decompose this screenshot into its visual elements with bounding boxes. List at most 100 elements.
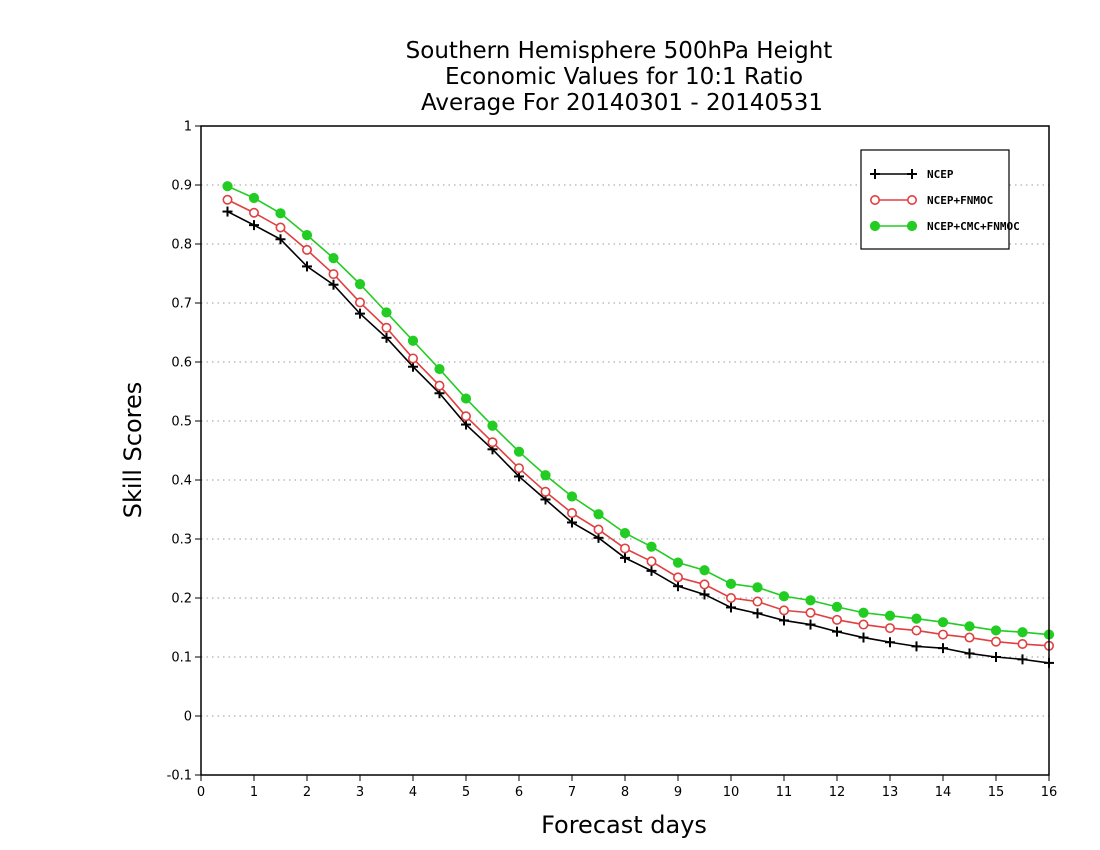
legend: NCEP NCEP+FNMOC NCEP+CMC+FNMOC [860,149,1020,250]
data-point [249,220,259,231]
data-point [460,411,471,422]
data-point [911,641,922,652]
data-point [779,615,789,626]
series-layer [222,181,1055,668]
data-point [275,208,286,219]
x-tick-label: 13 [882,785,899,800]
y-tick-label: 1 [184,120,192,135]
data-point [540,486,551,497]
data-point [566,491,578,502]
data-point [593,524,604,535]
x-tick-label: 16 [1041,785,1058,800]
y-tick-label: 0.5 [171,415,192,430]
data-point [1017,654,1028,665]
data-point [222,206,233,217]
data-point [249,207,260,218]
data-point [593,509,604,520]
legend-marker [870,169,880,179]
x-tick-label: 6 [515,785,523,800]
legend-marker [869,195,880,206]
data-point [990,636,1001,647]
data-point [805,607,816,618]
data-point [752,608,763,619]
x-tick-label: 5 [462,785,470,800]
data-point [991,652,1001,662]
data-point [646,541,657,552]
x-tick-label: 15 [988,785,1005,800]
data-point [619,528,631,539]
y-tick-label: 0.6 [171,356,192,371]
data-point [885,637,895,648]
data-point [752,582,763,593]
data-point [381,307,392,318]
data-point [460,393,472,404]
data-point [911,625,922,636]
data-point [990,625,1002,636]
legend-label: NCEP+FNMOC [927,194,993,207]
y-axis-title: Skill Scores [119,382,147,519]
x-axis-title: Forecast days [541,811,707,839]
data-point [725,592,736,603]
data-point [725,578,737,589]
data-point [301,244,312,255]
series-0 [222,206,1054,668]
data-point [831,614,842,625]
data-point [407,353,418,364]
series-2 [222,181,1055,640]
legend-marker [907,169,917,179]
data-point [964,632,975,643]
data-point [434,380,445,391]
x-tick-label: 0 [197,785,205,800]
data-point [355,308,365,319]
y-tick-label: 0.7 [171,297,192,312]
x-tick-label: 7 [568,785,576,800]
data-point [301,230,313,241]
legend-marker [869,220,881,232]
y-tick-label: 0.9 [171,179,192,194]
data-point [328,269,339,280]
gridlines [201,184,1049,717]
data-point [620,552,630,563]
data-point [407,335,419,346]
data-point [964,621,975,632]
y-tick-label: 0.4 [171,474,192,489]
chart-title-line-1: Southern Hemisphere 500hPa Height [406,38,833,64]
chart-title-line-3: Average For 20140301 - 20140531 [421,90,823,116]
data-point [752,596,763,607]
data-point [805,619,816,630]
data-point [566,508,577,519]
data-point [937,617,949,628]
data-point [513,463,524,474]
data-point [911,613,922,624]
y-tick-label: 0.8 [171,238,192,253]
data-point [328,253,339,264]
chart-title-line-2: Economic Values for 10:1 Ratio [445,64,803,90]
data-point [275,222,286,233]
data-point [673,581,683,592]
data-point [302,261,312,272]
data-point [381,332,392,343]
data-point [858,619,869,630]
data-point [434,363,445,375]
data-point [858,607,869,618]
data-point [222,194,233,205]
data-point [513,446,525,457]
data-point [805,595,816,606]
data-point [487,420,498,431]
series-1 [222,194,1055,651]
data-point [964,648,975,659]
data-point [699,589,710,600]
data-point [381,322,392,333]
x-tick-label: 3 [356,785,364,800]
data-point [222,181,233,192]
y-tick-label: -0.1 [167,769,192,784]
legend-marker [906,195,917,206]
data-point [726,602,736,613]
data-point [619,543,630,554]
data-point [699,565,710,576]
data-point [672,557,684,568]
data-point [354,279,366,290]
data-point [248,192,260,204]
